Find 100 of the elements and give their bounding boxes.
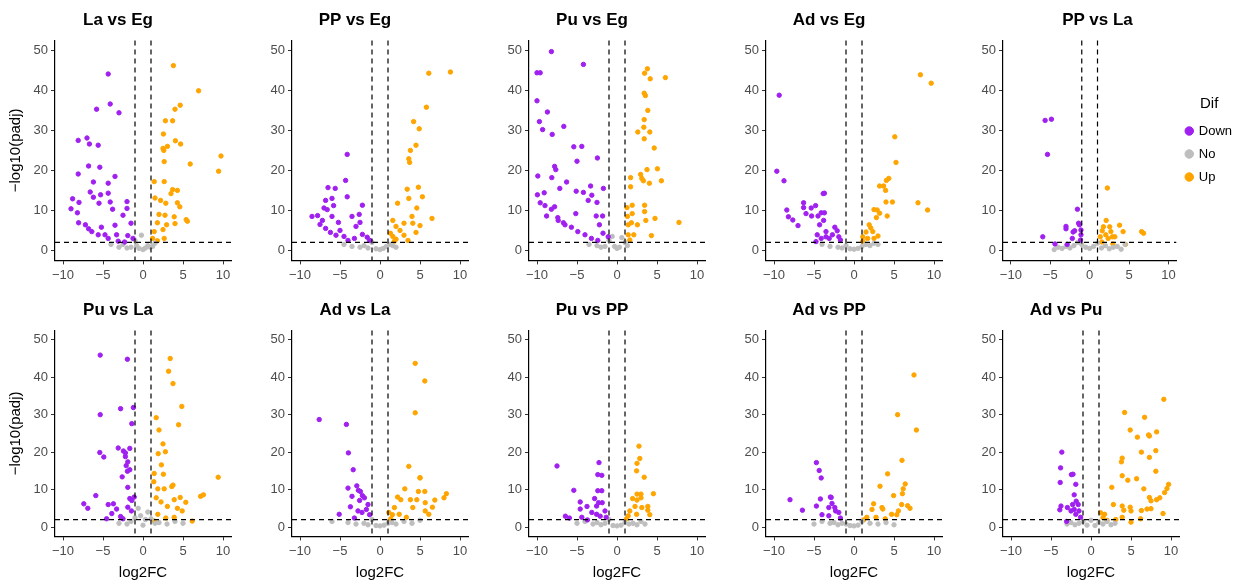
- y-tick-label: 10: [33, 481, 48, 497]
- y-tick-label: 40: [981, 368, 996, 384]
- y-tick-label: 40: [33, 368, 48, 384]
- y-tick-label: 30: [33, 121, 48, 137]
- y-tick-label: 0: [40, 518, 48, 534]
- x-tick-label: 5: [179, 542, 187, 558]
- chart-title: Pu vs PP: [555, 299, 629, 319]
- legend-label: Up: [1198, 168, 1216, 184]
- x-tick-label: 10: [689, 542, 705, 558]
- y-tick-label: 0: [40, 241, 48, 257]
- x-tick-label: −10: [51, 542, 75, 558]
- y-tick-label: 20: [981, 161, 996, 177]
- y-tick-label: 0: [514, 518, 522, 534]
- chart-title: PP vs La: [1062, 9, 1134, 29]
- y-tick-label: 20: [507, 161, 522, 177]
- x-tick-label: −10: [999, 266, 1022, 282]
- y-tick-label: 0: [751, 241, 759, 257]
- y-tick-label: 40: [33, 81, 48, 97]
- y-tick-label: 50: [270, 41, 285, 57]
- chart-title: Ad vs Eg: [792, 9, 866, 29]
- y-tick-label: 0: [988, 518, 996, 534]
- y-tick-label: 20: [507, 443, 522, 459]
- y-tick-label: 10: [744, 481, 759, 497]
- x-tick-label: 10: [215, 266, 231, 282]
- x-tick-label: −5: [806, 542, 822, 558]
- x-tick-label: 10: [926, 266, 942, 282]
- x-tick-label: −5: [95, 542, 111, 558]
- x-tick-label: 5: [416, 266, 424, 282]
- y-tick-label: 40: [744, 368, 759, 384]
- chart-title: Ad vs Pu: [1029, 299, 1103, 319]
- y-tick-label: 50: [507, 331, 522, 347]
- x-tick-label: 5: [653, 266, 661, 282]
- y-tick-label: 20: [981, 443, 996, 459]
- x-tick-label: 5: [1127, 542, 1135, 558]
- chart-title: PP vs Eg: [318, 9, 392, 29]
- y-tick-label: 40: [744, 81, 759, 97]
- y-tick-label: 20: [33, 443, 48, 459]
- y-tick-label: 40: [981, 81, 996, 97]
- y-tick-label: 30: [981, 121, 996, 137]
- y-tick-label: 10: [270, 481, 285, 497]
- x-tick-label: 0: [613, 542, 621, 558]
- x-tick-label: 0: [376, 266, 384, 282]
- y-tick-label: 20: [270, 443, 285, 459]
- x-tick-label: −10: [288, 542, 312, 558]
- y-tick-label: 10: [981, 201, 996, 217]
- x-tick-label: 0: [1086, 266, 1094, 282]
- x-axis-title: log2FC: [829, 563, 879, 581]
- x-tick-label: 0: [850, 542, 858, 558]
- x-tick-label: −10: [999, 542, 1023, 558]
- x-axis-title: log2FC: [1066, 563, 1116, 581]
- y-tick-label: 50: [507, 41, 522, 57]
- x-tick-label: 10: [215, 542, 231, 558]
- x-tick-label: 5: [890, 266, 898, 282]
- legend-label: No: [1198, 145, 1216, 161]
- y-tick-label: 10: [507, 481, 522, 497]
- chart-title: Pu vs Eg: [556, 9, 628, 29]
- chart-title: Ad vs La: [319, 299, 391, 319]
- y-tick-label: 10: [507, 201, 522, 217]
- y-tick-label: 30: [744, 121, 759, 137]
- x-tick-label: −5: [806, 266, 822, 282]
- x-tick-label: 10: [1161, 266, 1176, 282]
- x-tick-label: 5: [416, 542, 424, 558]
- y-tick-label: 20: [744, 443, 759, 459]
- x-tick-label: 0: [850, 266, 858, 282]
- y-tick-label: 0: [988, 241, 996, 257]
- y-tick-label: 50: [981, 331, 996, 347]
- x-tick-label: 5: [653, 542, 661, 558]
- x-tick-label: −5: [332, 266, 348, 282]
- y-tick-label: 40: [507, 81, 522, 97]
- y-tick-label: 0: [277, 241, 285, 257]
- x-axis-title: log2FC: [592, 563, 642, 581]
- x-tick-label: 0: [1087, 542, 1095, 558]
- x-tick-label: 10: [926, 542, 942, 558]
- y-tick-label: 50: [33, 41, 48, 57]
- x-tick-label: −10: [525, 542, 549, 558]
- y-axis-title: −log10(padj): [6, 108, 24, 193]
- y-tick-label: 40: [270, 81, 285, 97]
- y-tick-label: 20: [270, 161, 285, 177]
- x-tick-label: −10: [288, 266, 312, 282]
- x-tick-label: −5: [95, 266, 111, 282]
- y-tick-label: 10: [33, 201, 48, 217]
- x-tick-label: −10: [51, 266, 75, 282]
- y-tick-label: 50: [270, 331, 285, 347]
- y-tick-label: 0: [751, 518, 759, 534]
- y-axis-title: −log10(padj): [6, 391, 24, 476]
- x-tick-label: 0: [139, 266, 147, 282]
- y-tick-label: 0: [277, 518, 285, 534]
- x-tick-label: 5: [1125, 266, 1133, 282]
- x-axis-title: log2FC: [355, 563, 405, 581]
- y-tick-label: 10: [981, 481, 996, 497]
- x-tick-label: 10: [452, 266, 468, 282]
- y-tick-label: 40: [270, 368, 285, 384]
- y-tick-label: 30: [744, 406, 759, 422]
- y-tick-label: 10: [270, 201, 285, 217]
- x-tick-label: −5: [1043, 542, 1059, 558]
- x-tick-label: 0: [139, 542, 147, 558]
- y-tick-label: 30: [270, 406, 285, 422]
- y-tick-label: 30: [507, 121, 522, 137]
- y-tick-label: 50: [33, 331, 48, 347]
- x-axis-title: log2FC: [118, 563, 168, 581]
